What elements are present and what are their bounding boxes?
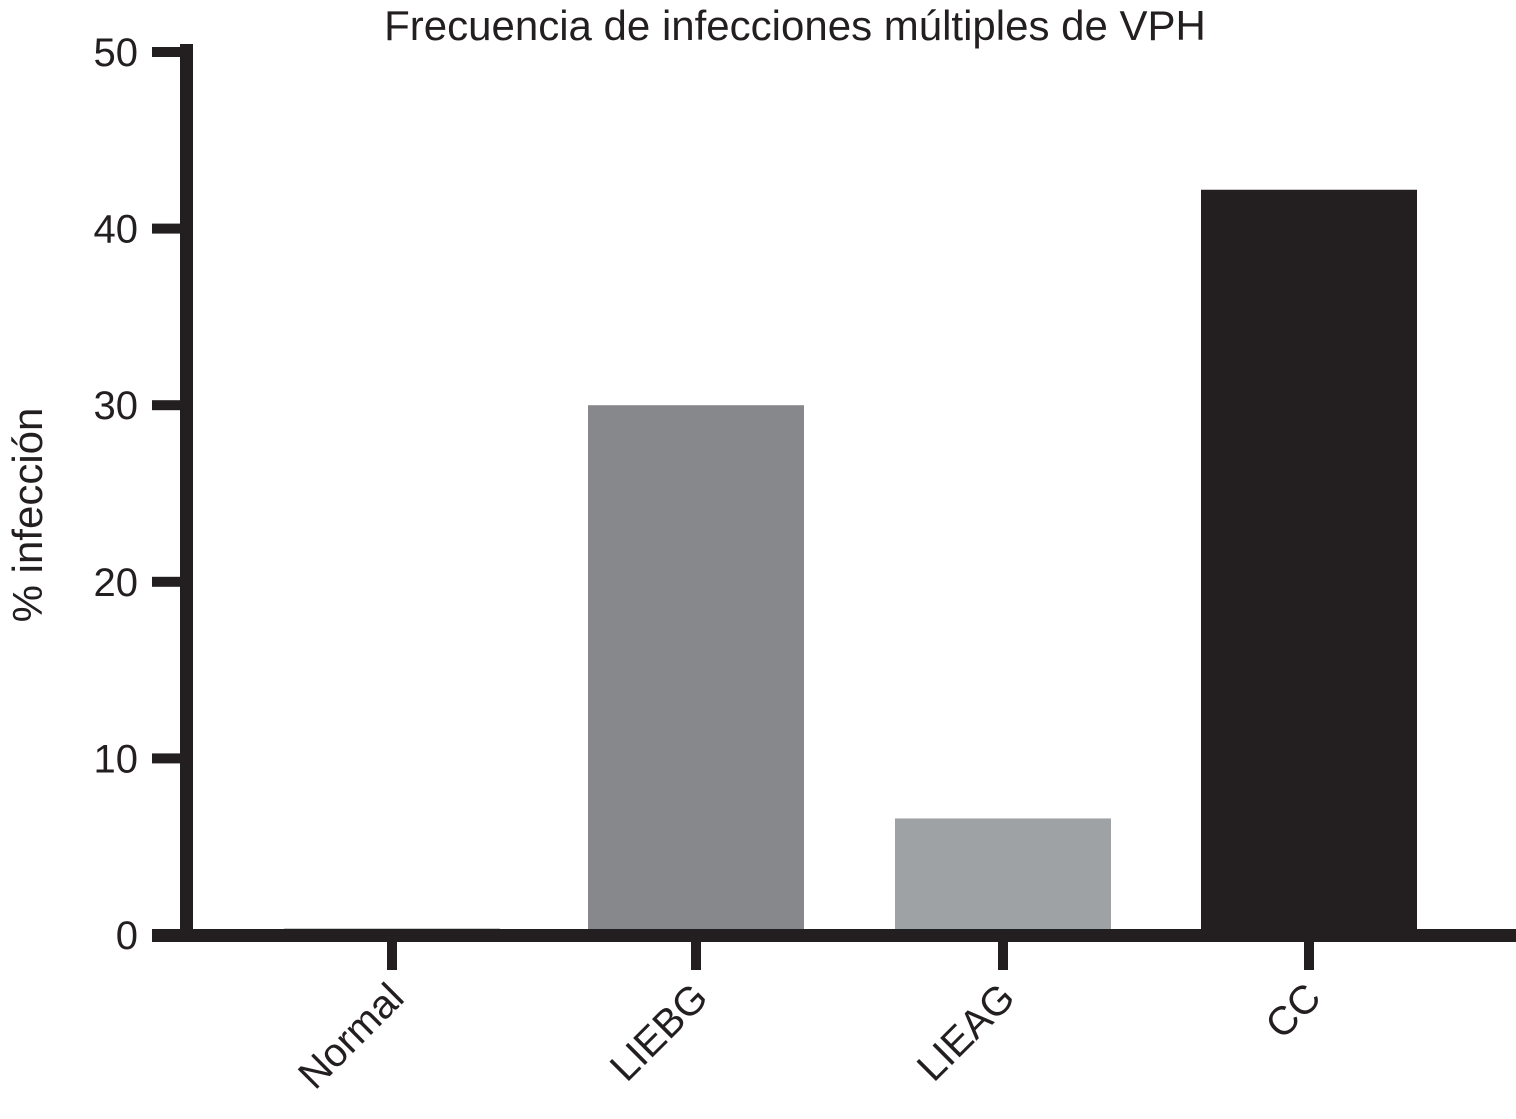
y-tick-label: 30: [94, 384, 139, 428]
x-tick-label: LIEAG: [909, 975, 1023, 1089]
x-tick-mark: [387, 940, 397, 970]
y-axis-line: [180, 44, 193, 942]
x-tick-label: CC: [1257, 975, 1329, 1047]
y-tick-label: 0: [116, 914, 138, 958]
y-tick-mark: [152, 400, 182, 411]
y-tick-mark: [152, 223, 182, 234]
y-tick-label: 40: [94, 208, 139, 252]
chart-title: Frecuencia de infecciones múltiples de V…: [384, 2, 1206, 49]
y-axis-label: % infección: [4, 408, 51, 623]
x-tick-mark: [1304, 940, 1314, 970]
x-axis-line: [152, 929, 1516, 942]
x-tick-label: LIEBG: [602, 975, 716, 1089]
x-tick-label: Normal: [290, 975, 412, 1097]
y-tick-mark: [152, 753, 182, 764]
bar-lieag: [895, 818, 1111, 929]
y-tick-label: 10: [94, 737, 139, 781]
bar-liebg: [588, 405, 804, 929]
x-tick-mark: [691, 940, 701, 970]
bar-cc: [1201, 189, 1417, 930]
y-tick-mark: [152, 47, 182, 57]
y-tick-mark: [152, 576, 182, 587]
y-tick-mark: [152, 930, 182, 940]
y-tick-label: 20: [94, 561, 139, 605]
y-tick-label: 50: [94, 31, 139, 75]
x-tick-mark: [998, 940, 1008, 970]
